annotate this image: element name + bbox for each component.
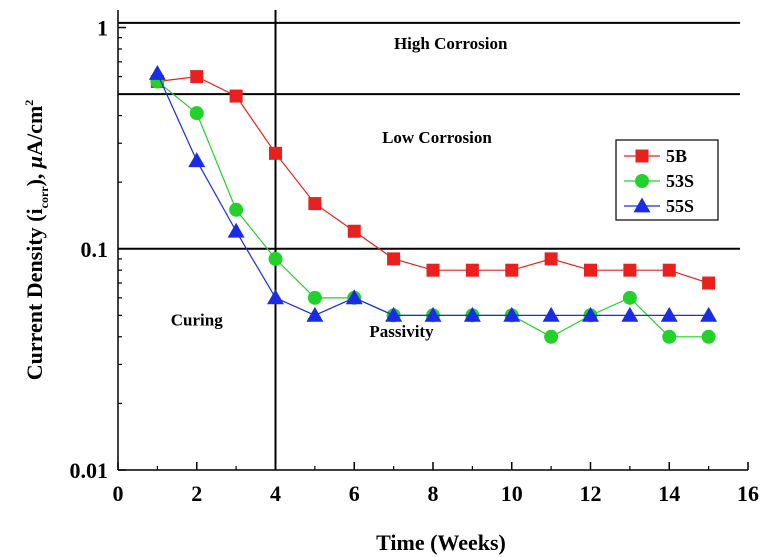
series-layer <box>148 64 718 344</box>
x-axis-title: Time (Weeks) <box>376 530 506 555</box>
point-53S-4 <box>268 251 283 266</box>
axes <box>117 10 748 471</box>
legend-label-5B: 5B <box>666 146 687 166</box>
point-55S-7 <box>385 306 403 322</box>
point-5B-12 <box>584 263 597 277</box>
region-labels: High Corrosion Low Corrosion Curing Passivi… <box>171 34 508 341</box>
point-53S-11 <box>544 329 559 344</box>
point-5B-6 <box>347 224 361 238</box>
reference-lines <box>118 10 740 470</box>
point-5B-10 <box>505 263 519 277</box>
point-5B-13 <box>623 263 637 277</box>
y-axis-title-mu: μ <box>22 156 47 169</box>
legend-marker-55S <box>633 197 651 213</box>
region-label-3: Passivity <box>369 322 434 341</box>
point-5B-3 <box>229 89 243 103</box>
point-55S-8 <box>424 306 442 322</box>
point-55S-10 <box>503 306 521 322</box>
y-axis-title-middle: ), <box>22 168 47 186</box>
point-55S-13 <box>621 306 639 322</box>
x-tick-label-12: 12 <box>580 481 602 506</box>
x-tick-label-16: 16 <box>737 481 759 506</box>
y-axis-title-superscript: 2 <box>22 100 36 106</box>
y-tick-label-0.1: 0.1 <box>81 237 109 262</box>
point-55S-1 <box>148 64 166 80</box>
region-label-1: Low Corrosion <box>382 128 492 147</box>
point-55S-15 <box>700 306 718 322</box>
point-53S-3 <box>229 202 244 217</box>
y-tick-label-1: 1 <box>97 16 108 41</box>
point-5B-4 <box>269 146 282 160</box>
point-55S-3 <box>227 222 245 238</box>
point-53S-13 <box>622 290 637 305</box>
x-tick-label-0: 0 <box>113 481 124 506</box>
y-axis-title-subscript: corr <box>37 186 51 209</box>
legend: 5B 53S 55S <box>615 139 719 221</box>
point-53S-5 <box>307 290 322 305</box>
point-5B-5 <box>308 197 322 211</box>
x-tick-label-6: 6 <box>349 481 360 506</box>
point-55S-6 <box>345 289 363 305</box>
point-55S-12 <box>582 306 599 322</box>
x-tick-label-8: 8 <box>428 481 439 506</box>
point-5B-9 <box>465 263 479 277</box>
legend-label-55S: 55S <box>666 196 694 216</box>
point-5B-11 <box>544 252 558 266</box>
series-5B <box>150 70 716 290</box>
point-55S-14 <box>660 306 678 322</box>
y-tick-label-0.01: 0.01 <box>70 458 109 483</box>
legend-label-53S: 53S <box>666 171 694 191</box>
series-55S <box>148 64 718 322</box>
point-55S-4 <box>267 289 284 305</box>
point-5B-14 <box>662 263 676 277</box>
point-5B-8 <box>426 263 440 277</box>
point-53S-15 <box>701 329 716 344</box>
ticks: 0 2 4 6 8 10 12 14 16 0.01 0.1 1 <box>70 16 760 506</box>
point-5B-15 <box>702 276 716 290</box>
legend-marker-5B <box>635 149 649 163</box>
y-axis-title-prefix: Current Density (i <box>22 208 47 380</box>
region-label-0: High Corrosion <box>394 34 508 53</box>
region-label-2: Curing <box>171 310 223 329</box>
y-axis-title-unit: A/cm <box>22 106 47 156</box>
point-55S-5 <box>306 306 324 322</box>
point-55S-2 <box>188 152 206 168</box>
point-55S-9 <box>463 306 481 322</box>
x-tick-label-14: 14 <box>658 481 680 506</box>
x-tick-label-4: 4 <box>270 481 281 506</box>
point-55S-11 <box>542 306 560 322</box>
point-5B-2 <box>190 70 204 84</box>
legend-box <box>615 139 719 221</box>
point-53S-2 <box>189 106 204 121</box>
x-tick-label-2: 2 <box>191 481 202 506</box>
x-tick-label-10: 10 <box>501 481 523 506</box>
y-axis-title: Current Density (icorr), μA/cm2 <box>22 100 51 381</box>
legend-marker-53S <box>635 174 649 188</box>
point-53S-14 <box>662 329 677 344</box>
point-5B-7 <box>387 252 401 266</box>
